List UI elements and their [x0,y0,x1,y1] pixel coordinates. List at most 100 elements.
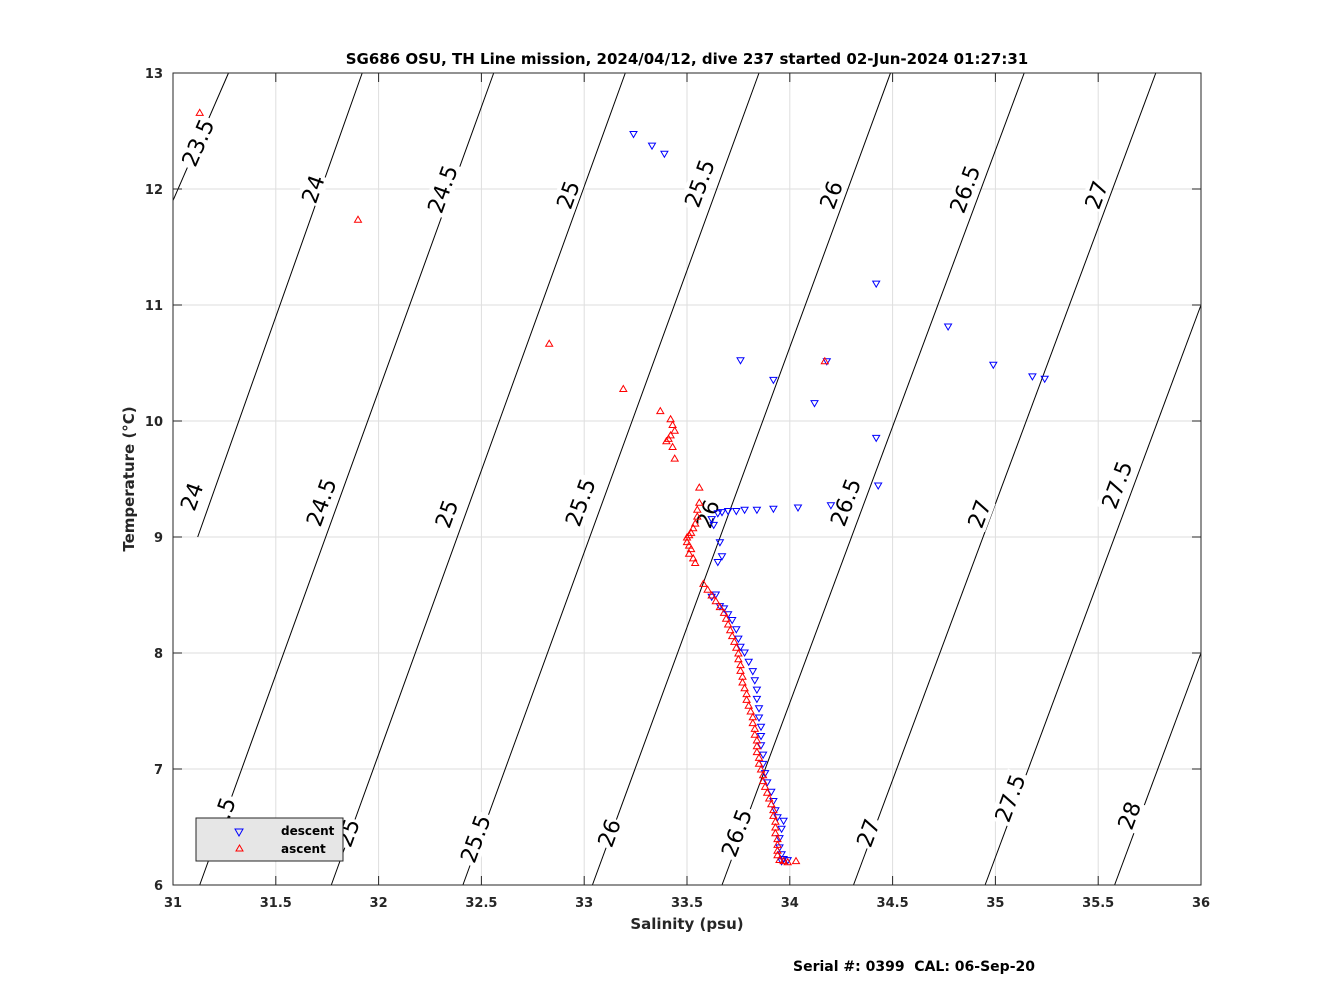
y-tick-label: 11 [145,299,163,314]
contour-label-gap [824,472,866,532]
x-tick-label: 31.5 [260,896,292,911]
descent-point [871,434,881,443]
descent-point [758,751,768,760]
descent-point [709,521,719,530]
contour-label-gap [430,495,463,532]
ascent-point [682,537,692,546]
descent-point [760,770,770,778]
ascent-point [195,108,205,116]
x-tick-label: 31 [164,896,182,911]
descent-point [1028,373,1037,381]
descent-point [769,376,778,385]
ascent-point [655,406,665,415]
density-contour-line [197,72,363,538]
ascent-point [544,339,554,347]
y-tick-label: 7 [154,763,163,778]
descent-point [943,323,953,331]
ascent-point [769,811,778,819]
ascent-point [690,519,700,527]
contour-label-gap [454,809,496,869]
descent-point [752,686,762,695]
ascent-point [692,512,702,520]
contour-label-gap [1096,455,1138,515]
ascent-point [748,718,758,727]
descent-point [754,714,764,722]
descent-point [822,358,832,366]
data-points [195,108,1050,866]
contour-label-gap [691,495,725,533]
contour-label-gap [300,472,342,532]
ascent-point [760,782,770,790]
legend: descent ascent [195,817,344,862]
descent-point [771,807,780,815]
contour-label-gap [175,113,220,173]
ascent-point [703,585,712,593]
descent-point [647,142,657,151]
density-contour-label-group: 24 [175,478,209,515]
descent-point [740,506,749,515]
contour-label-gap [1112,797,1146,834]
legend-ascent-marker [235,844,244,852]
ascent-point [694,483,704,491]
ascent-point [756,765,766,773]
descent-point [727,617,737,625]
ascent-point [668,442,677,450]
contour-label-gap [989,768,1031,828]
x-tick-label: 36 [1192,896,1210,911]
y-tick-label: 13 [145,67,163,82]
ascent-point [668,420,677,428]
ascent-point [719,608,729,616]
y-tick-label: 9 [154,531,163,546]
descent-point [713,559,723,567]
x-tick-label: 35 [986,896,1004,911]
ascent-point [738,678,747,686]
descent-point [793,504,803,512]
ascent-point [707,591,717,599]
contour-label-gap [814,176,848,214]
x-tick-label: 34.5 [877,896,909,911]
ascent-point [666,430,675,439]
ascent-point [670,454,680,462]
descent-point [660,150,669,159]
descent-point [717,553,727,561]
ascent-point [715,602,725,611]
ascent-point [353,215,363,223]
x-tick-label: 34 [781,896,799,911]
ascent-point [783,857,793,866]
descent-point [779,817,788,826]
density-contour-line [591,72,891,886]
descent-point [762,779,772,787]
ascent-point [820,356,830,365]
ascent-point [740,683,749,692]
descent-point [756,723,766,732]
ascent-point [773,846,782,854]
x-axis-label: Salinity (psu) [630,915,743,933]
ascent-point [725,625,735,634]
ascent-point [779,856,788,865]
ascent-point [727,631,737,640]
chart-title: SG686 OSU, TH Line mission, 2024/04/12, … [346,50,1029,68]
descent-point [777,858,786,866]
y-tick-label: 10 [145,415,163,430]
contour-label-gap [296,170,330,208]
descent-point [777,851,786,859]
descent-point [715,539,725,547]
ascent-point [758,776,768,785]
ascent-point [744,701,754,709]
ascent-point [699,579,708,587]
descent-point [734,635,743,644]
descent-point [873,482,883,490]
descent-point [752,695,762,704]
ascent-point [750,730,760,738]
ascent-point [711,596,721,605]
descent-point [748,668,758,676]
x-tick-label: 33 [575,896,593,911]
contour-label-gap [592,814,626,852]
descent-point [707,593,717,602]
contour-label-gap [1079,176,1113,214]
descent-point [756,733,766,741]
descent-point [744,658,754,667]
ascent-point [684,549,694,557]
descent-point [1040,375,1050,384]
